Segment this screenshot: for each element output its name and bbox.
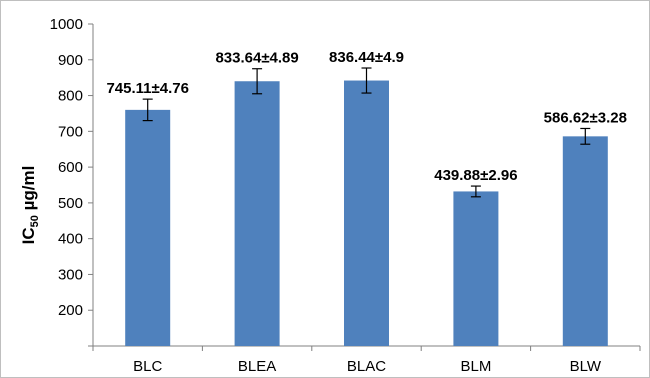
- data-label: 439.88±2.96: [434, 167, 517, 184]
- y-tick-label: 600: [58, 159, 83, 176]
- x-tick-label: BLAC: [347, 358, 386, 375]
- error-bar: [252, 68, 263, 95]
- y-tick-label: 400: [58, 231, 83, 248]
- x-tick-label: BLM: [460, 358, 491, 375]
- bars: 745.11±4.76 833.64±4.89 836.44±4.9 439.88±2…: [106, 49, 627, 346]
- bar-blea: [234, 81, 280, 346]
- y-axis: 200 300 400 500 600 700 800 900 1000: [50, 16, 94, 347]
- data-label: 833.64±4.89: [215, 50, 298, 67]
- x-tick-label: BLC: [133, 358, 162, 375]
- x-tick-label: BLEA: [238, 358, 276, 375]
- y-tick-label: 500: [58, 195, 83, 212]
- x-tick-label: BLW: [570, 358, 602, 375]
- error-bar: [470, 185, 481, 198]
- data-label: 586.62±3.28: [544, 109, 627, 126]
- bar-blc: [125, 109, 171, 346]
- y-axis-label-main: IC: [19, 227, 38, 244]
- error-bar: [361, 67, 372, 94]
- y-tick-label: 200: [58, 302, 83, 319]
- data-label: 836.44±4.9: [329, 49, 404, 66]
- y-axis-label-rest: µg/ml: [19, 166, 38, 215]
- y-tick-label: 700: [58, 123, 83, 140]
- bar-blac: [344, 80, 389, 346]
- y-tick-label: 900: [58, 52, 83, 69]
- y-tick-label: 300: [58, 266, 83, 283]
- data-label: 745.11±4.76: [106, 80, 188, 97]
- y-tick-label: 800: [58, 88, 83, 105]
- error-bar: [580, 127, 591, 145]
- bar-blm: [453, 191, 499, 346]
- error-bar: [142, 98, 153, 122]
- y-axis-label: IC50 µg/ml: [19, 166, 41, 245]
- y-tick-label: 1000: [50, 16, 83, 33]
- y-axis-label-sub: 50: [29, 215, 41, 227]
- bar-blw: [562, 136, 608, 346]
